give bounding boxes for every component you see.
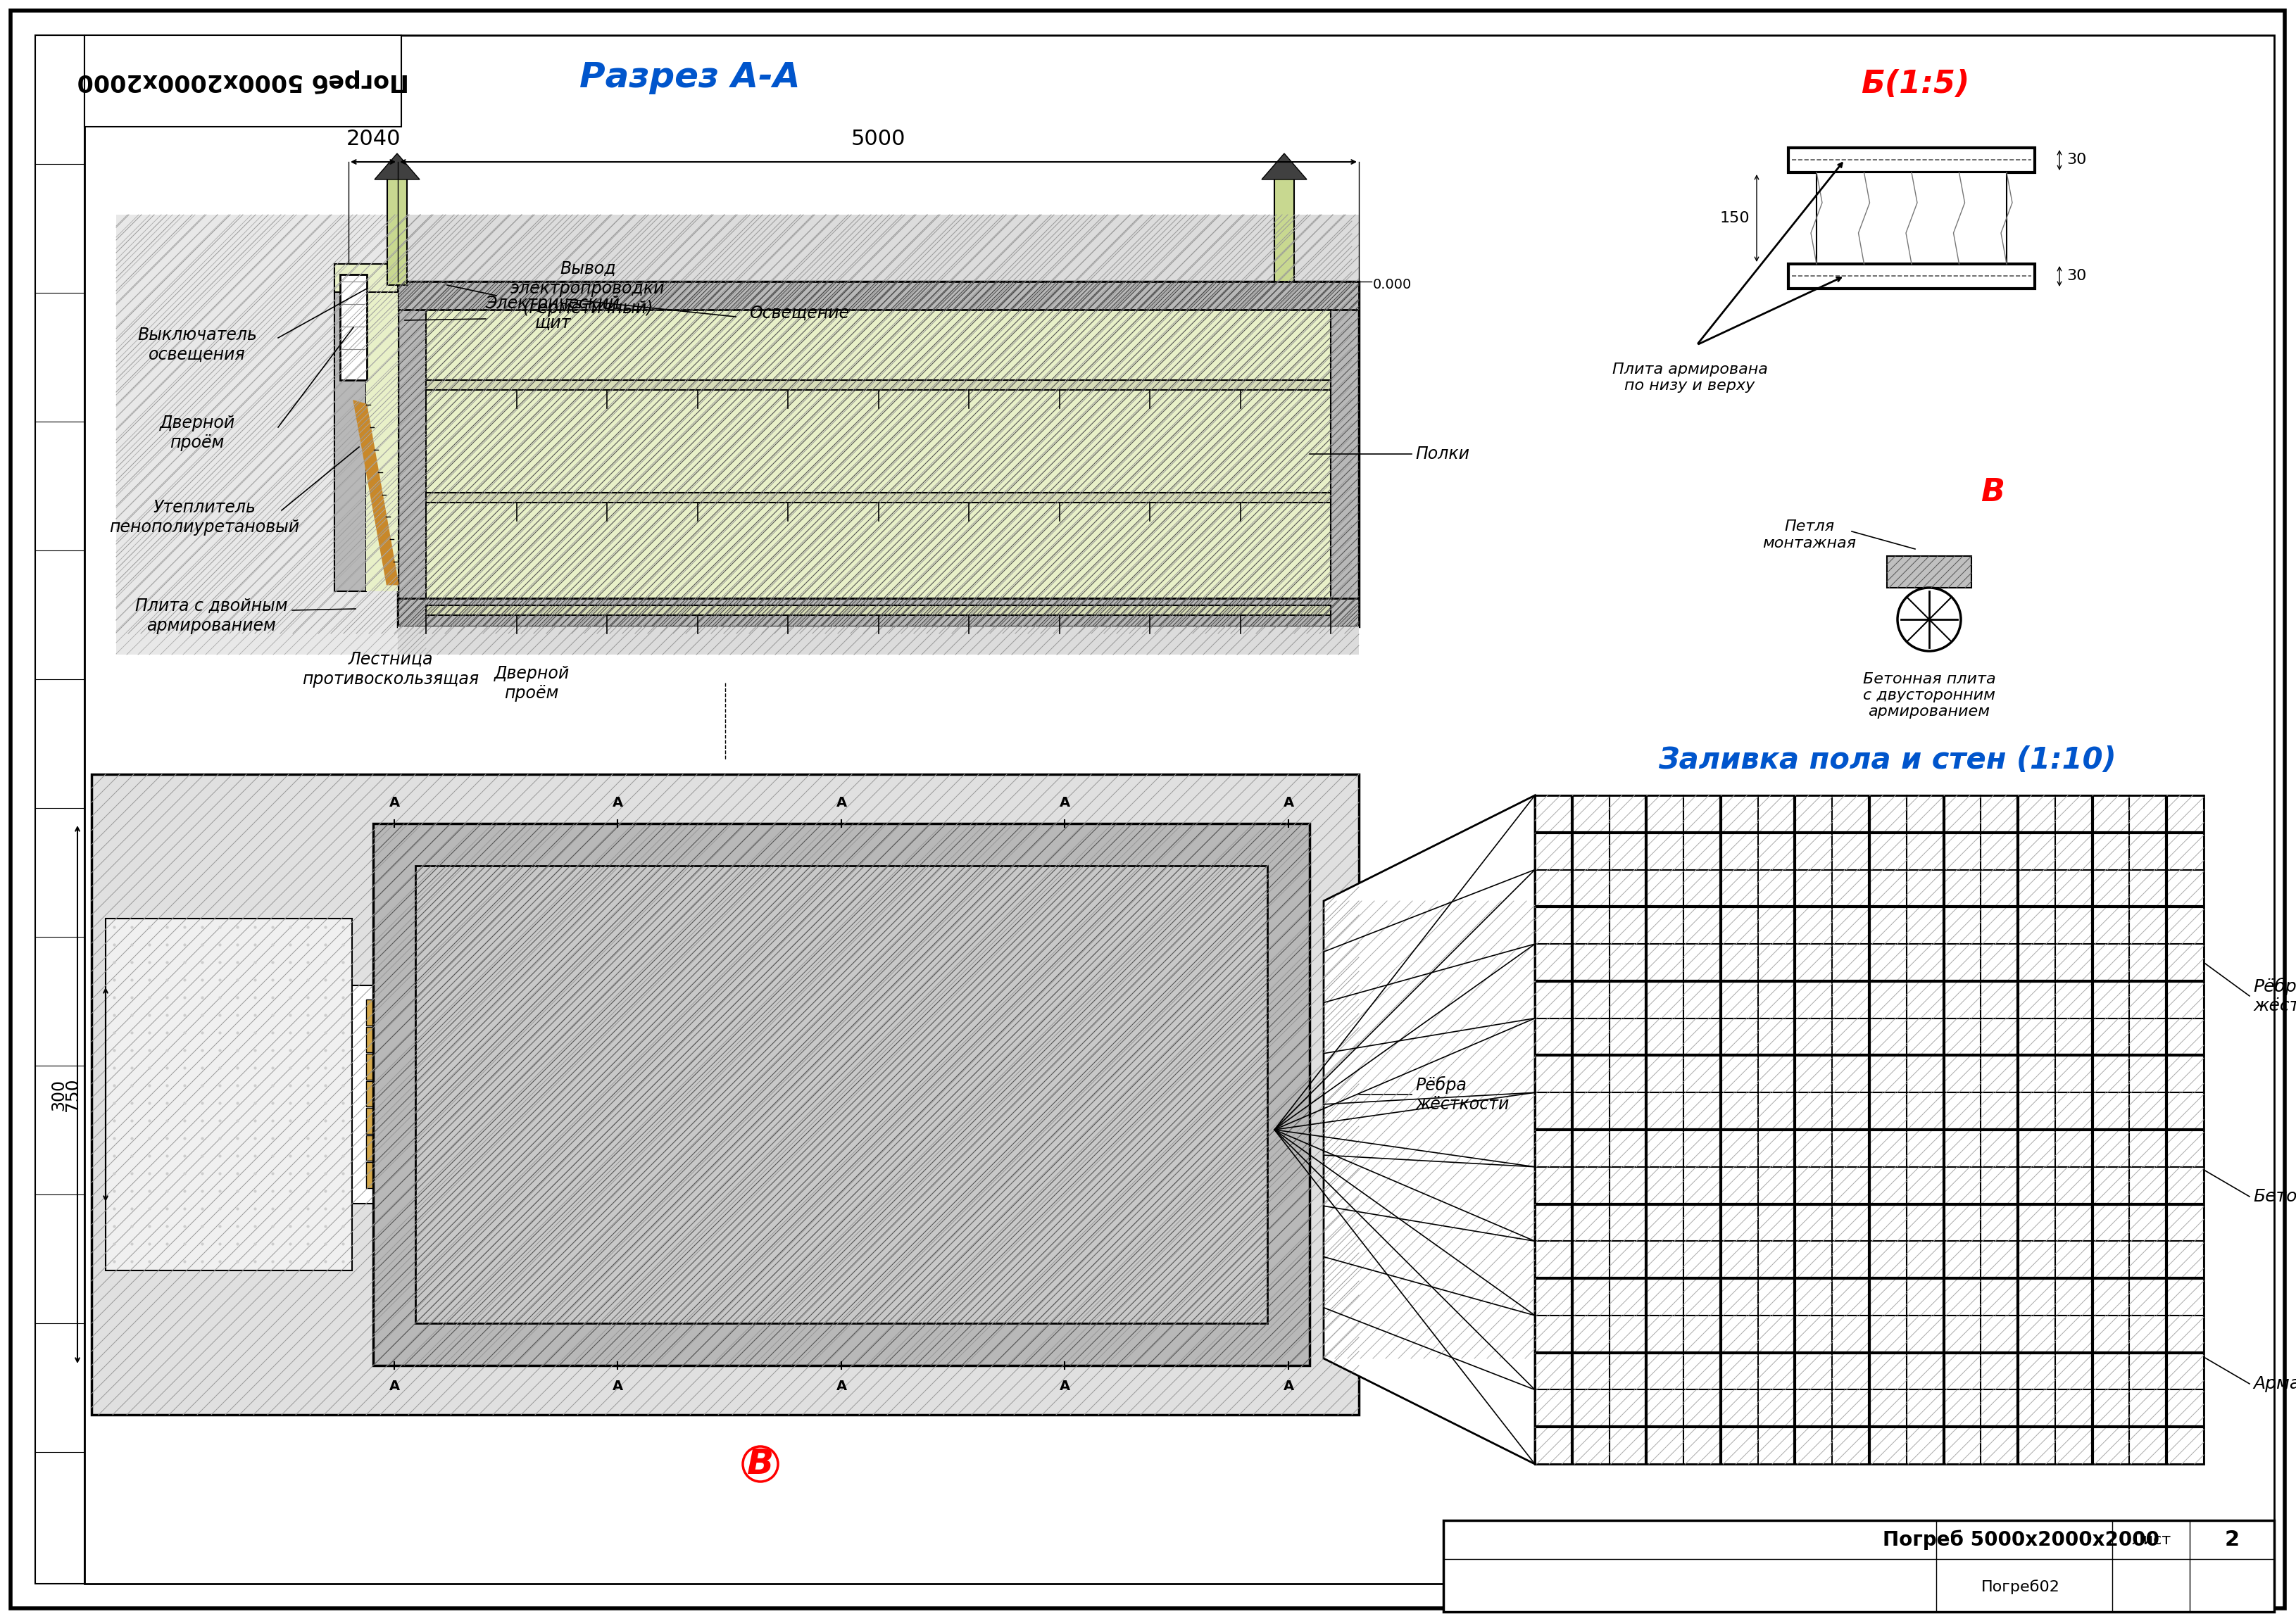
Bar	[397, 598, 1359, 626]
Text: Заливка пола и стен (1:10): Заливка пола и стен (1:10)	[1658, 746, 2117, 775]
Bar	[92, 775, 1359, 1415]
Bar	[374, 823, 1309, 1365]
Text: Дверной
проём: Дверной проём	[494, 665, 569, 702]
Text: A: A	[388, 796, 400, 809]
Bar	[34, 36, 85, 1584]
Text: Погреб 5000х2000х2000: Погреб 5000х2000х2000	[1883, 1530, 2158, 1550]
Bar	[1816, 172, 2007, 264]
Bar	[365, 264, 397, 592]
Text: Рёбра
жёсткости: Рёбра жёсткости	[2252, 977, 2296, 1015]
Bar	[335, 264, 397, 292]
Text: A: A	[836, 796, 847, 809]
Text: 2: 2	[2225, 1530, 2239, 1550]
Text: A: A	[1058, 1379, 1070, 1392]
Text: Плита армирована
по низу и верху: Плита армирована по низу и верху	[1612, 363, 1768, 392]
Text: A: A	[1283, 796, 1293, 809]
Bar	[365, 1135, 457, 1161]
Bar	[340, 274, 367, 379]
Bar	[397, 282, 1359, 626]
Bar	[1887, 556, 1972, 588]
Text: Разрез А-А: Разрез А-А	[579, 60, 801, 94]
Text: Лестница
противоскользящая: Лестница противоскользящая	[303, 652, 480, 687]
Text: Петля
монтажная: Петля монтажная	[1763, 520, 1855, 550]
Bar	[1789, 148, 2034, 172]
Bar	[427, 310, 1332, 598]
Text: Освещение: Освещение	[748, 305, 850, 321]
Bar	[397, 282, 1359, 310]
Text: Рёбра
жёсткости: Рёбра жёсткости	[1414, 1076, 1508, 1114]
Bar	[416, 866, 1267, 1323]
Bar	[365, 1162, 450, 1188]
Text: A: A	[613, 1379, 622, 1392]
Bar	[388, 177, 406, 285]
Bar	[427, 605, 1332, 616]
Polygon shape	[374, 154, 420, 180]
Bar	[1536, 796, 2204, 1464]
Text: A: A	[1283, 1379, 1293, 1392]
Text: 0.000: 0.000	[1373, 279, 1412, 292]
Text: Бетонная плита
с двусторонним
армированием: Бетонная плита с двусторонним армировани…	[1862, 673, 1995, 720]
Text: Погреб 5000х2000х2000: Погреб 5000х2000х2000	[78, 70, 409, 92]
Text: 5000: 5000	[852, 128, 905, 149]
Bar	[365, 1081, 471, 1107]
Text: Дверной
проём: Дверной проём	[158, 415, 234, 451]
Text: A: A	[388, 1379, 400, 1392]
Text: Бетон: Бетон	[2252, 1188, 2296, 1204]
Text: 30: 30	[2066, 269, 2087, 284]
Bar	[397, 626, 1359, 655]
Text: 30: 30	[2066, 152, 2087, 167]
Text: Арматура: Арматура	[2252, 1375, 2296, 1392]
Circle shape	[1896, 588, 1961, 652]
Text: 150: 150	[1720, 211, 1750, 225]
Text: Плита с двойным
армированием: Плита с двойным армированием	[135, 598, 287, 634]
Bar	[106, 919, 351, 1271]
Bar	[365, 1000, 494, 1024]
Text: A: A	[1058, 796, 1070, 809]
Text: Электрический
щит: Электрический щит	[484, 295, 620, 331]
Bar	[351, 986, 507, 1204]
Text: 300: 300	[51, 1078, 67, 1110]
Text: Вывод
электропроводки
(герметичный): Вывод электропроводки (герметичный)	[510, 261, 666, 316]
Bar	[1444, 1520, 2273, 1611]
Bar	[427, 379, 1332, 391]
Text: 750: 750	[64, 1078, 80, 1112]
Bar	[117, 214, 427, 655]
Bar	[365, 1109, 464, 1133]
Bar	[427, 493, 1332, 503]
Text: Выключатель
освещения: Выключатель освещения	[138, 327, 257, 363]
Polygon shape	[1263, 154, 1306, 180]
Text: A: A	[613, 796, 622, 809]
Bar	[1789, 264, 2034, 289]
Text: A: A	[836, 1379, 847, 1392]
Polygon shape	[354, 402, 397, 584]
Polygon shape	[1325, 796, 1536, 1464]
Bar	[335, 264, 365, 592]
Text: 2040: 2040	[347, 128, 400, 149]
Bar	[365, 1054, 480, 1080]
Polygon shape	[507, 1037, 599, 1151]
Text: Полки: Полки	[1414, 446, 1469, 462]
Bar	[85, 36, 402, 126]
Text: Лист: Лист	[2131, 1533, 2170, 1546]
Bar	[365, 1026, 487, 1052]
Bar	[397, 214, 1359, 282]
Text: Утеплитель
пенополиуретановый: Утеплитель пенополиуретановый	[110, 499, 298, 535]
Text: В: В	[1981, 478, 2004, 507]
Text: В: В	[746, 1448, 774, 1482]
Text: Погреб02: Погреб02	[1981, 1580, 2060, 1595]
Bar	[1274, 177, 1295, 282]
Bar	[117, 214, 1352, 634]
Text: Б(1:5): Б(1:5)	[1860, 70, 1970, 99]
